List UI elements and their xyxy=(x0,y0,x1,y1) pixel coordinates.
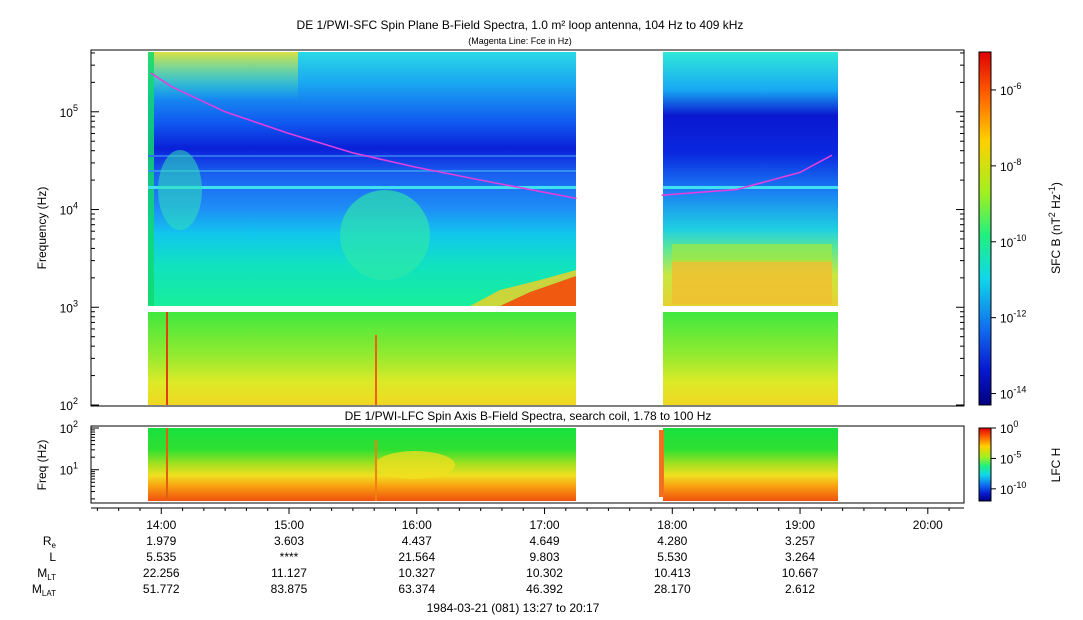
ephemeris-value: 3.264 xyxy=(785,550,815,564)
lfc-y-axis: 101 102 xyxy=(60,419,99,500)
ephemeris-value: 46.392 xyxy=(526,582,563,596)
ephemeris-row-label: MLT xyxy=(37,566,56,582)
sfc-y-tick-label: 105 xyxy=(60,103,78,120)
colorbar-tick-label: 10-10 xyxy=(1000,480,1026,497)
ephemeris-row-label: MLAT xyxy=(32,582,56,598)
ephemeris-value: 9.803 xyxy=(530,550,560,564)
colorbar-tick-label: 10-10 xyxy=(1000,233,1026,250)
colorbar-tick-label: 100 xyxy=(1000,419,1018,436)
sfc-y-tick-label: 103 xyxy=(60,298,78,315)
sfc-seg2-lower xyxy=(663,312,838,405)
sfc-title: DE 1/PWI-SFC Spin Plane B-Field Spectra,… xyxy=(297,18,744,32)
sfc-emission-1 xyxy=(340,190,430,280)
fce-line-segment xyxy=(661,154,833,196)
ephemeris-value: **** xyxy=(280,550,299,564)
lfc-colorbar-ramp xyxy=(978,427,992,502)
footer-date-range: 1984-03-21 (081) 13:27 to 20:17 xyxy=(427,601,600,615)
ephemeris-value: 10.667 xyxy=(782,566,819,580)
ephemeris-value: 28.170 xyxy=(654,582,691,596)
lfc-emission xyxy=(375,451,455,479)
ephemeris-value: 5.530 xyxy=(657,550,687,564)
sfc-seg2-hf-line xyxy=(663,186,838,189)
ephemeris-table: Re 1.979 3.603 4.437 4.649 4.280 3.257 L 5.535 **… xyxy=(32,534,819,598)
ephemeris-value: 63.374 xyxy=(398,582,435,596)
ephemeris-value: 10.413 xyxy=(654,566,691,580)
ephemeris-value: 83.875 xyxy=(271,582,308,596)
ephemeris-row-label: Re xyxy=(43,534,57,550)
lfc-seg2-edge xyxy=(659,430,664,497)
time-axis: 14:00 15:00 16:00 17:00 18:00 19:00 20:00 xyxy=(91,507,964,532)
colorbar-tick-label: 10-12 xyxy=(1000,309,1026,326)
lfc-panel: 101 102 Freq (Hz) xyxy=(35,419,965,504)
fce-line-group xyxy=(150,72,833,200)
ephemeris-value: 4.649 xyxy=(530,534,560,548)
sfc-y-axis: 102 103 104 105 xyxy=(60,52,964,413)
ephemeris-value: 3.603 xyxy=(274,534,304,548)
time-tick-label: 15:00 xyxy=(274,518,304,532)
time-tick-label: 20:00 xyxy=(913,518,943,532)
lfc-seg2 xyxy=(663,428,838,501)
lfc-seg1 xyxy=(148,428,576,501)
lfc-colorbar-ticks: 100 10-5 10-10 xyxy=(991,419,1026,497)
sfc-chorus-halo xyxy=(470,270,576,306)
ephemeris-value: 10.302 xyxy=(526,566,563,580)
time-tick-label: 14:00 xyxy=(146,518,176,532)
colorbar-tick-label: 10-5 xyxy=(1000,449,1021,466)
ephemeris-value: 4.437 xyxy=(402,534,432,548)
sfc-colorbar-ticks: 10-6 10-8 10-10 10-12 10-14 xyxy=(991,81,1026,402)
lfc-title: DE 1/PWI-LFC Spin Axis B-Field Spectra, … xyxy=(345,409,712,423)
sfc-subtitle: (Magenta Line: Fce in Hz) xyxy=(468,36,572,46)
lfc-y-tick-label: 102 xyxy=(60,419,78,436)
ephemeris-value: 22.256 xyxy=(143,566,180,580)
sfc-y-tick-label: 102 xyxy=(60,396,78,413)
time-tick-label: 19:00 xyxy=(785,518,815,532)
sfc-seg2-warm-top xyxy=(672,244,832,262)
sfc-colorbar: 10-6 10-8 10-10 10-12 10-14 SFC B (nT2 Hz-1) xyxy=(978,51,1063,406)
sfc-seg1-lower xyxy=(148,312,576,405)
sfc-seg1-left-edge xyxy=(148,52,154,306)
lfc-y-tick-label: 101 xyxy=(60,461,78,478)
ephemeris-value: 10.327 xyxy=(398,566,435,580)
sfc-chorus xyxy=(500,276,576,306)
ephemeris-row-label: L xyxy=(49,550,56,564)
colorbar-tick-label: 10-8 xyxy=(1000,157,1021,174)
sfc-seg1-hf-line3 xyxy=(148,155,576,157)
ephemeris-value: 5.535 xyxy=(146,550,176,564)
sfc-seg1-hf-line xyxy=(148,186,576,189)
time-tick-label: 16:00 xyxy=(402,518,432,532)
lfc-y-label: Freq (Hz) xyxy=(35,440,49,491)
ephemeris-value: 21.564 xyxy=(398,550,435,564)
fce-line-segment xyxy=(150,72,577,200)
colorbar-tick-label: 10-6 xyxy=(1000,81,1021,98)
colorbar-tick-label: 10-14 xyxy=(1000,385,1026,402)
sfc-emission-2 xyxy=(158,150,202,230)
ephemeris-value: 51.772 xyxy=(143,582,180,596)
sfc-panel: 102 103 104 105 Frequency (Hz) xyxy=(35,49,965,413)
ephemeris-value: 3.257 xyxy=(785,534,815,548)
ephemeris-value: 2.612 xyxy=(785,582,815,596)
lfc-colorbar: 100 10-5 10-10 LFC H xyxy=(978,419,1063,502)
time-tick-label: 17:00 xyxy=(530,518,560,532)
sfc-seg1-warm-top xyxy=(148,52,298,100)
sfc-colorbar-label: SFC B (nT2 Hz-1) xyxy=(1047,182,1063,274)
sfc-colorbar-ramp xyxy=(978,51,992,406)
ephemeris-value: 11.127 xyxy=(271,566,307,580)
sfc-y-label: Frequency (Hz) xyxy=(35,187,49,270)
ephemeris-value: 4.280 xyxy=(657,534,687,548)
ephemeris-value: 1.979 xyxy=(146,534,176,548)
sfc-y-tick-label: 104 xyxy=(60,201,78,218)
lfc-colorbar-label: LFC H xyxy=(1049,448,1063,483)
sfc-seg2-warm xyxy=(672,260,832,304)
time-tick-label: 18:00 xyxy=(657,518,687,532)
sfc-seg1-hf-line2 xyxy=(148,170,576,172)
